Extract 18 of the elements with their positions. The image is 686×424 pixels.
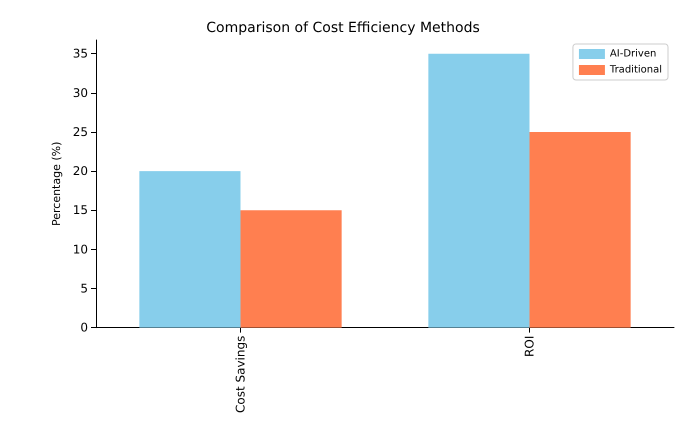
y-axis-title: Percentage (%) bbox=[50, 142, 63, 226]
legend-label: AI-Driven bbox=[610, 48, 656, 60]
y-tick-label: 30 bbox=[72, 86, 88, 100]
y-tick-label: 25 bbox=[72, 124, 88, 139]
bar bbox=[240, 210, 342, 328]
y-tick-label: 0 bbox=[80, 320, 88, 335]
chart-title: Comparison of Cost Efficiency Methods bbox=[206, 20, 480, 36]
legend-label: Traditional bbox=[608, 64, 662, 76]
y-tick-label: 10 bbox=[72, 242, 88, 256]
bar bbox=[530, 132, 631, 328]
y-tick-label: 35 bbox=[72, 46, 88, 61]
y-tick-label: 15 bbox=[72, 203, 88, 218]
bar bbox=[428, 54, 530, 328]
y-tick-label: 20 bbox=[72, 164, 88, 178]
bar bbox=[139, 171, 240, 328]
y-tick-label: 5 bbox=[80, 281, 88, 296]
x-tick-label: Cost Savings bbox=[234, 336, 248, 413]
x-tick-label: ROI bbox=[522, 336, 536, 357]
